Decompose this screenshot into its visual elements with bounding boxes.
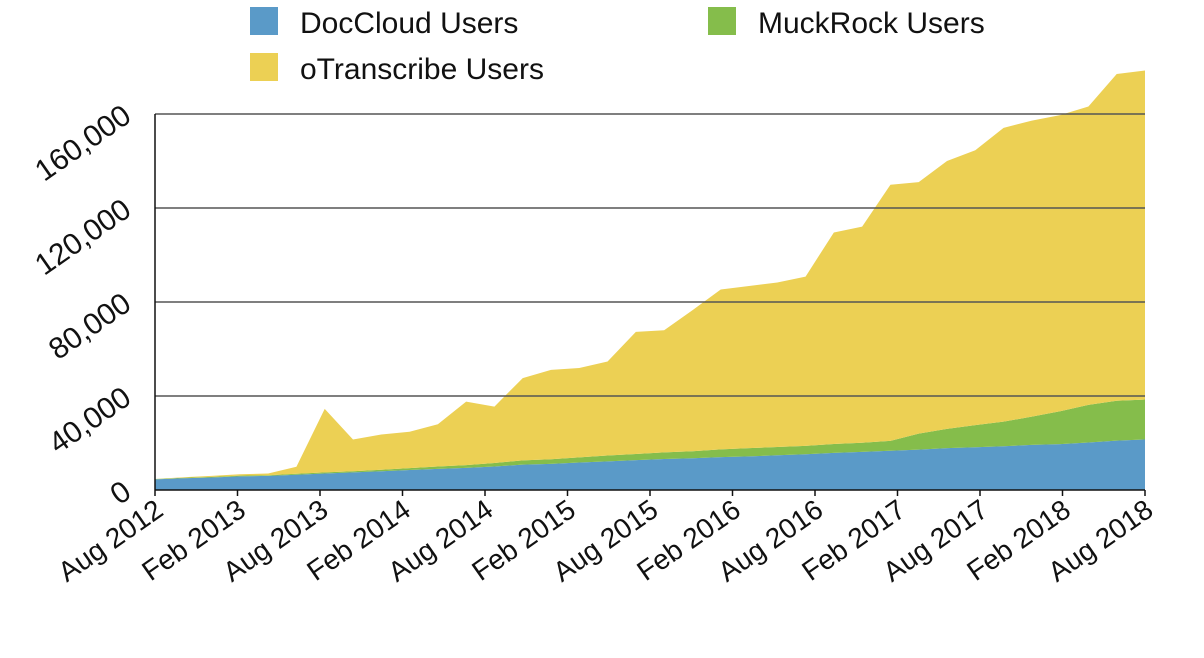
legend-swatch-otranscribe [250, 53, 278, 81]
y-tick-label-2: 80,000 [43, 287, 137, 367]
legend-swatch-muckrock [708, 7, 736, 35]
legend-label-otranscribe: oTranscribe Users [300, 53, 544, 86]
area-series-otranscribe-users [155, 70, 1145, 479]
area-series-muckrock-users [155, 399, 1145, 480]
y-tick-label-1: 40,000 [43, 381, 137, 461]
legend-label-doccloud: DocCloud Users [300, 7, 518, 40]
y-tick-label-4: 160,000 [29, 99, 137, 188]
legend-label-muckrock: MuckRock Users [758, 7, 985, 40]
area-series-doccloud-users [155, 439, 1145, 490]
y-tick-label-3: 120,000 [29, 193, 137, 282]
legend: DocCloud Users MuckRock Users oTranscrib… [250, 7, 985, 86]
legend-swatch-doccloud [250, 7, 278, 35]
